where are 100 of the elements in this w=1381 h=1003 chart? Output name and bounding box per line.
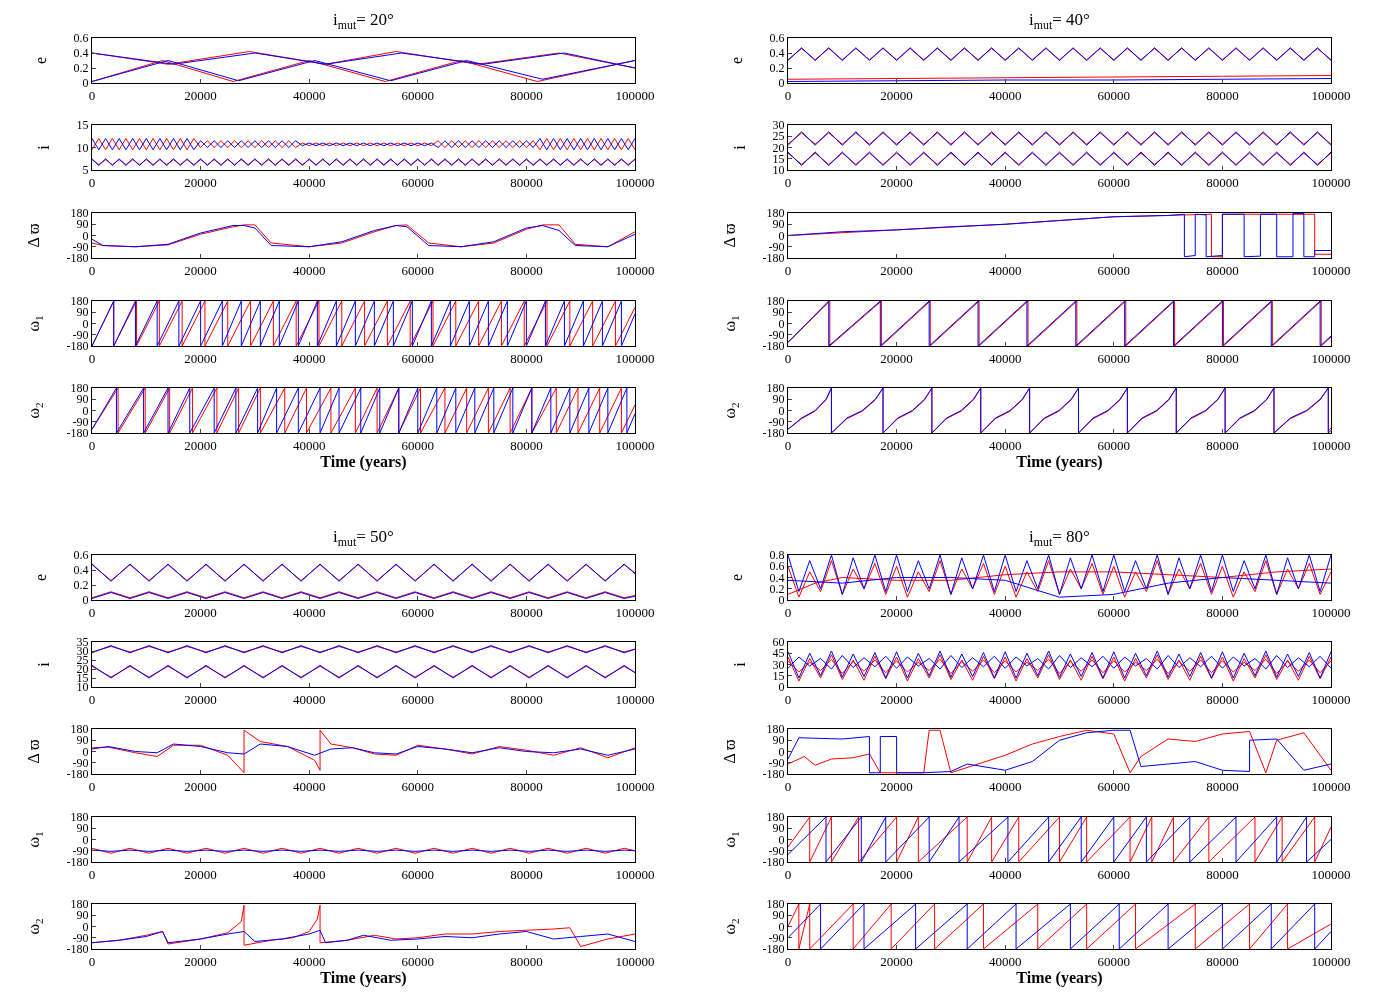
y-tick-label: 0.2 bbox=[769, 61, 785, 76]
x-tick-label: 20000 bbox=[184, 778, 217, 794]
y-tick-label: 0.6 bbox=[73, 548, 89, 563]
y-axis-title: e bbox=[32, 573, 50, 582]
x-tick-label: 20000 bbox=[184, 953, 217, 969]
x-tick-label: 100000 bbox=[1311, 174, 1351, 190]
x-tick-label: 80000 bbox=[510, 174, 543, 190]
x-tick-label: 40000 bbox=[988, 174, 1022, 190]
y-axis-title: e bbox=[728, 573, 746, 582]
y-axis-title: Δ ϖ bbox=[25, 223, 43, 248]
x-tick-label: 40000 bbox=[292, 604, 326, 620]
x-tick-label: 100000 bbox=[615, 262, 655, 278]
chart-title: i$_{mut}$= 40° bbox=[1029, 10, 1090, 32]
x-tick-label: 40000 bbox=[292, 87, 326, 103]
x-tick-label: 80000 bbox=[1206, 604, 1239, 620]
x-tick-label: 80000 bbox=[510, 604, 543, 620]
x-tick-label: 60000 bbox=[1097, 262, 1131, 278]
x-tick-label: 80000 bbox=[1206, 778, 1239, 794]
x-tick-label: 100000 bbox=[615, 350, 655, 366]
y-axis-title: i bbox=[731, 661, 749, 667]
x-tick-label: 60000 bbox=[1097, 437, 1131, 453]
x-tick-label: 60000 bbox=[401, 350, 435, 366]
x-tick-label: 80000 bbox=[510, 262, 543, 278]
x-tick-label: 40000 bbox=[292, 437, 326, 453]
y-tick-label: -180 bbox=[66, 855, 89, 870]
y-axis-title: i bbox=[35, 661, 53, 667]
x-tick-label: 40000 bbox=[988, 953, 1022, 969]
x-tick-label: 60000 bbox=[401, 437, 435, 453]
x-tick-label: 20000 bbox=[880, 604, 913, 620]
y-axis-title: Δ ϖ bbox=[721, 739, 739, 764]
x-tick-label: 40000 bbox=[988, 262, 1022, 278]
y-tick-label: 0.4 bbox=[73, 46, 89, 61]
x-tick-label: 100000 bbox=[615, 866, 655, 882]
x-tick-label: 80000 bbox=[510, 350, 543, 366]
x-tick-label: 40000 bbox=[292, 174, 326, 190]
x-tick-label: 20000 bbox=[880, 350, 913, 366]
y-tick-label: 0 bbox=[778, 680, 785, 695]
x-tick-label: 80000 bbox=[1206, 350, 1239, 366]
x-tick-label: 100000 bbox=[615, 174, 655, 190]
x-tick-label: 60000 bbox=[1097, 350, 1131, 366]
y-tick-label: 10 bbox=[76, 140, 89, 155]
y-axis-title: i bbox=[731, 144, 749, 150]
y-tick-label: 0 bbox=[778, 76, 785, 91]
x-tick-label: 40000 bbox=[988, 437, 1022, 453]
y-tick-label: -180 bbox=[762, 855, 785, 870]
x-tick-label: 40000 bbox=[988, 866, 1022, 882]
y-tick-label: 0 bbox=[82, 593, 89, 608]
y-tick-label: -180 bbox=[66, 767, 89, 782]
x-tick-label: 20000 bbox=[184, 604, 217, 620]
x-tick-label: 100000 bbox=[615, 437, 655, 453]
x-tick-label: 100000 bbox=[615, 953, 655, 969]
y-tick-label: -180 bbox=[66, 339, 89, 354]
x-tick-label: 100000 bbox=[1311, 691, 1351, 707]
x-tick-label: 20000 bbox=[880, 174, 913, 190]
x-tick-label: 20000 bbox=[184, 691, 217, 707]
x-tick-label: 20000 bbox=[184, 437, 217, 453]
y-tick-label: 0.4 bbox=[73, 563, 89, 578]
x-axis-title: Time (years) bbox=[1016, 968, 1103, 987]
x-tick-label: 20000 bbox=[880, 437, 913, 453]
chart-title: i$_{mut}$= 50° bbox=[333, 527, 394, 549]
x-tick-label: 20000 bbox=[880, 953, 913, 969]
x-tick-label: 80000 bbox=[1206, 691, 1239, 707]
y-tick-label: 0.6 bbox=[769, 31, 785, 46]
x-tick-label: 100000 bbox=[1311, 262, 1351, 278]
x-axis-title: Time (years) bbox=[1016, 452, 1103, 471]
x-tick-label: 60000 bbox=[1097, 866, 1131, 882]
y-tick-label: -180 bbox=[762, 339, 785, 354]
x-tick-label: 40000 bbox=[988, 350, 1022, 366]
y-tick-label: -180 bbox=[66, 426, 89, 441]
x-tick-label: 60000 bbox=[401, 262, 435, 278]
y-tick-label: 5 bbox=[82, 163, 89, 178]
x-tick-label: 60000 bbox=[1097, 87, 1131, 103]
x-tick-label: 20000 bbox=[184, 87, 217, 103]
x-tick-label: 40000 bbox=[292, 691, 326, 707]
x-tick-label: 100000 bbox=[615, 778, 655, 794]
x-tick-label: 80000 bbox=[1206, 174, 1239, 190]
y-axis-title: i bbox=[35, 144, 53, 150]
x-tick-label: 100000 bbox=[1311, 778, 1351, 794]
x-tick-label: 80000 bbox=[510, 778, 543, 794]
x-tick-label: 60000 bbox=[401, 691, 435, 707]
x-tick-label: 20000 bbox=[184, 174, 217, 190]
y-tick-label: 15 bbox=[76, 118, 89, 133]
x-tick-label: 40000 bbox=[988, 87, 1022, 103]
x-tick-label: 60000 bbox=[1097, 604, 1131, 620]
x-tick-label: 100000 bbox=[1311, 437, 1351, 453]
y-tick-label: 0.4 bbox=[769, 46, 785, 61]
x-tick-label: 40000 bbox=[988, 691, 1022, 707]
y-tick-label: -180 bbox=[762, 767, 785, 782]
x-axis-title: Time (years) bbox=[320, 968, 407, 987]
x-tick-label: 100000 bbox=[1311, 350, 1351, 366]
x-tick-label: 60000 bbox=[401, 953, 435, 969]
y-tick-label: -180 bbox=[762, 426, 785, 441]
x-tick-label: 60000 bbox=[1097, 953, 1131, 969]
x-tick-label: 40000 bbox=[292, 953, 326, 969]
y-axis-title: e bbox=[728, 56, 746, 65]
x-tick-label: 20000 bbox=[184, 262, 217, 278]
x-tick-label: 20000 bbox=[184, 350, 217, 366]
x-tick-label: 40000 bbox=[292, 866, 326, 882]
x-tick-label: 80000 bbox=[510, 87, 543, 103]
x-tick-label: 20000 bbox=[880, 691, 913, 707]
